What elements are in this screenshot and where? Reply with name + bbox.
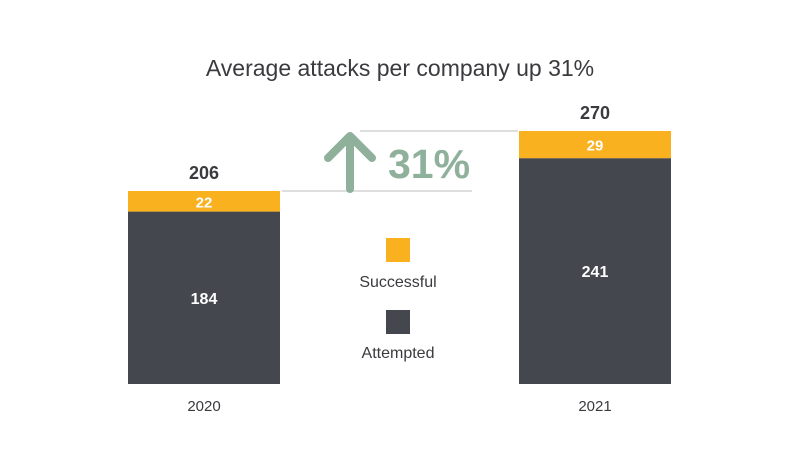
data-label-attempted-2020: 184 xyxy=(191,291,218,308)
total-label-2020: 206 xyxy=(189,163,219,183)
bar-attempted-2021 xyxy=(519,158,671,384)
chart-title: Average attacks per company up 31% xyxy=(206,55,594,81)
legend: Successful Attempted xyxy=(359,238,437,362)
legend-swatch-successful xyxy=(386,238,410,262)
bar-successful-2020 xyxy=(128,190,280,212)
bar-attempted-2020 xyxy=(128,211,280,384)
growth-annotation-label: 31% xyxy=(388,141,470,187)
bar-successful-2021 xyxy=(519,131,671,159)
x-tick-label-2021: 2021 xyxy=(578,398,611,415)
data-label-successful-2020: 22 xyxy=(196,194,213,211)
legend-label-attempted: Attempted xyxy=(362,345,435,362)
data-label-attempted-2021: 241 xyxy=(582,264,609,281)
bars-layer xyxy=(128,131,671,384)
total-label-2021: 270 xyxy=(580,103,610,123)
x-tick-label-2020: 2020 xyxy=(187,398,220,415)
legend-swatch-attempted xyxy=(386,310,410,334)
arrow-up-icon xyxy=(324,132,376,193)
legend-label-successful: Successful xyxy=(359,274,436,291)
data-label-successful-2021: 29 xyxy=(587,138,604,155)
labels-layer: 184 22 206 2020 241 29 270 2021 xyxy=(187,103,611,415)
